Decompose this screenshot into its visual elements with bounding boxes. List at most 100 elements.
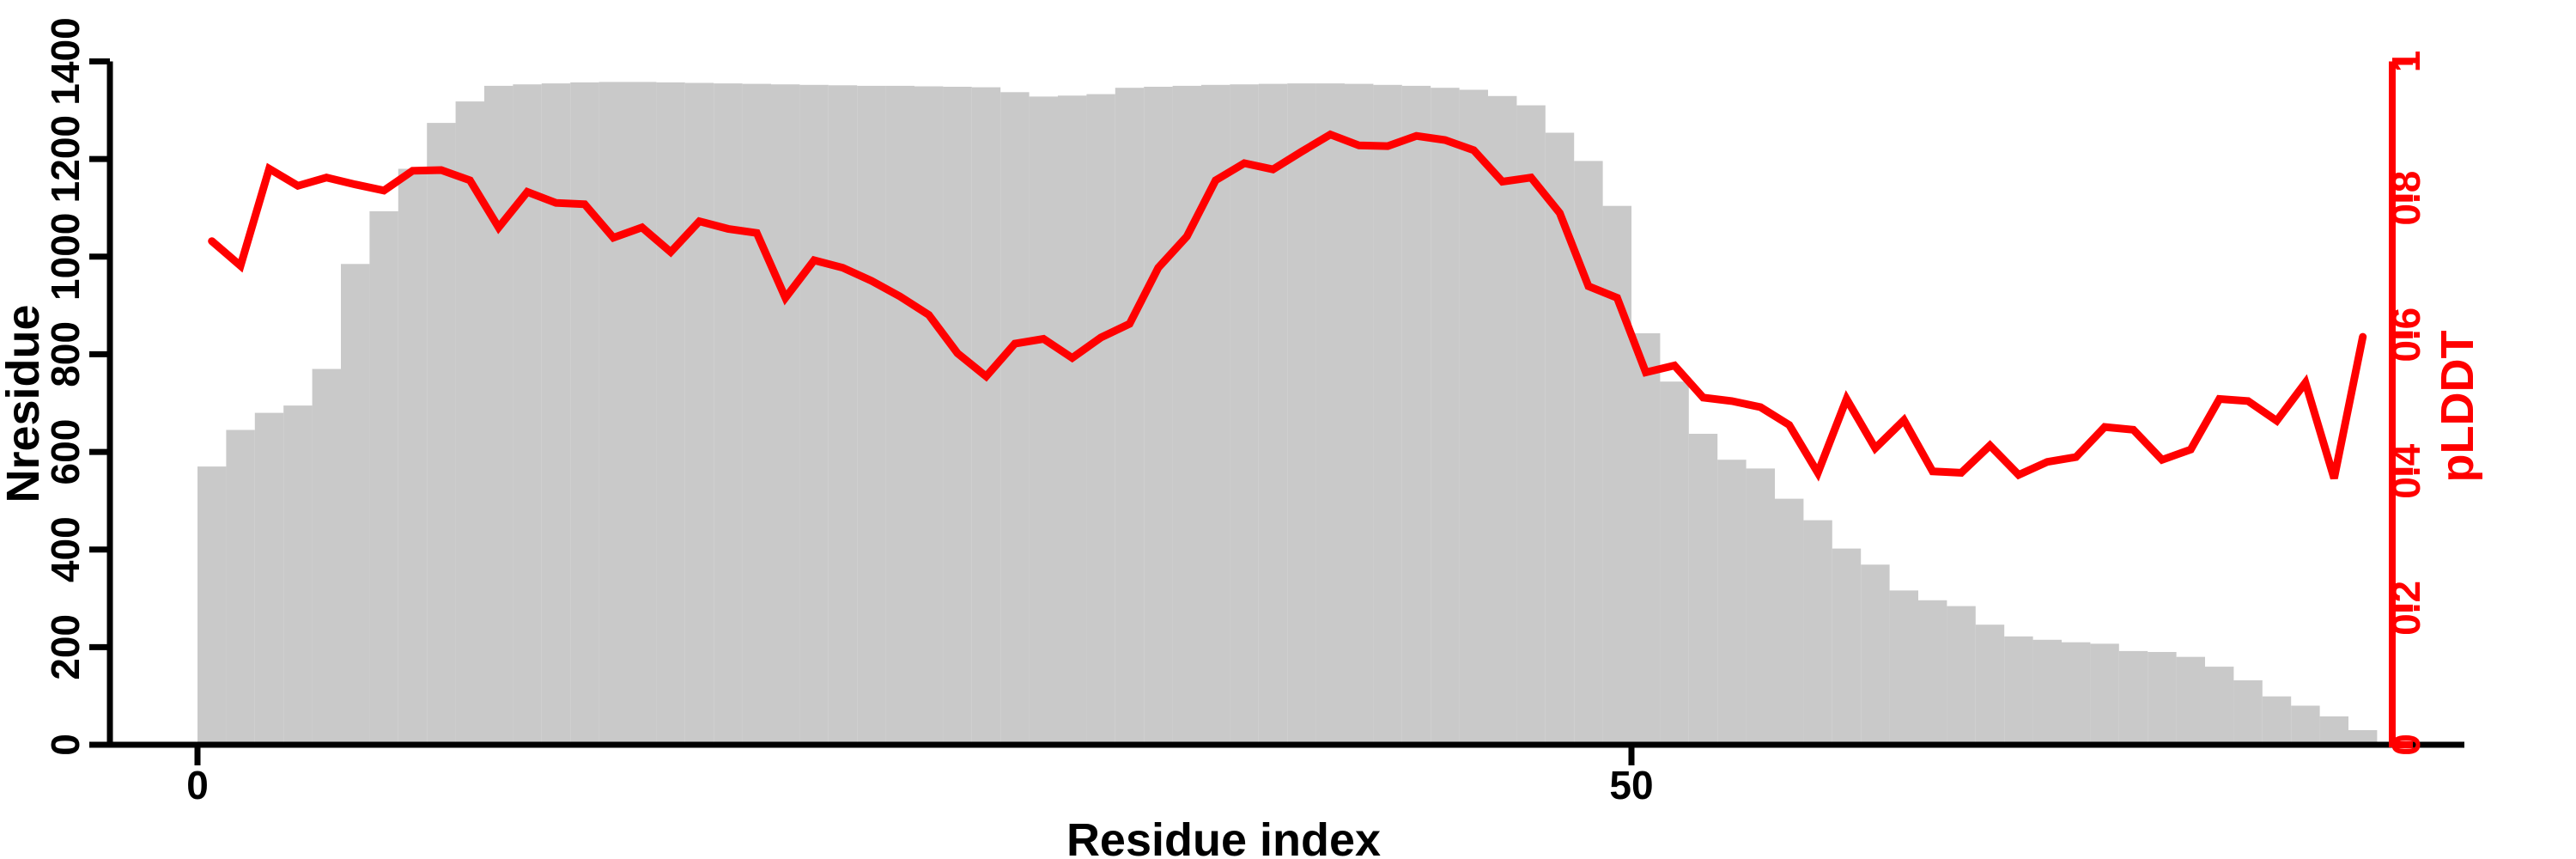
bar bbox=[2205, 667, 2234, 745]
bar bbox=[1516, 105, 1546, 746]
bar bbox=[427, 123, 456, 746]
left-tick-label: 0 bbox=[43, 734, 88, 756]
bar bbox=[1086, 94, 1115, 746]
x-axis: 0 50 bbox=[101, 741, 2464, 807]
bar bbox=[455, 101, 484, 746]
bar bbox=[857, 85, 886, 745]
bar bbox=[1574, 161, 1603, 745]
right-tick-label: 0 bbox=[2384, 734, 2428, 756]
bar bbox=[1230, 84, 1259, 745]
left-tick-label: 1200 bbox=[43, 115, 88, 203]
left-tick-label: 800 bbox=[43, 321, 88, 387]
bar bbox=[369, 210, 398, 745]
left-tick-label: 400 bbox=[43, 516, 88, 582]
bar bbox=[226, 430, 255, 745]
left-tick-label: 1000 bbox=[43, 213, 88, 301]
right-tick-label: 1 bbox=[2384, 51, 2428, 73]
x-tick-label: 50 bbox=[1609, 763, 1653, 807]
bar bbox=[2090, 643, 2119, 745]
left-tick-label: 600 bbox=[43, 419, 88, 485]
left-tick-label: 1400 bbox=[43, 17, 88, 105]
bar bbox=[2032, 639, 2062, 745]
bar bbox=[1345, 83, 1374, 746]
bar bbox=[714, 83, 743, 746]
bar bbox=[513, 84, 542, 745]
right-tick-label: 0.4 bbox=[2384, 443, 2428, 498]
bar bbox=[2176, 656, 2205, 745]
bar bbox=[197, 466, 227, 745]
x-axis-title: Residue index bbox=[1066, 814, 1381, 859]
bar bbox=[1488, 95, 1517, 746]
bar bbox=[2233, 680, 2263, 745]
bar bbox=[1000, 92, 1030, 746]
left-tick-label: 200 bbox=[43, 614, 88, 680]
bar bbox=[1803, 520, 1832, 745]
bar bbox=[1431, 88, 1460, 745]
bar bbox=[943, 87, 972, 745]
bar bbox=[1602, 205, 1631, 745]
bar bbox=[1258, 83, 1288, 746]
bar bbox=[1832, 548, 1862, 745]
bar bbox=[1172, 85, 1201, 745]
bar bbox=[2262, 696, 2292, 745]
bar bbox=[541, 83, 571, 746]
bar bbox=[1115, 88, 1145, 745]
plddt-line bbox=[208, 130, 2367, 482]
bar bbox=[1660, 381, 1689, 745]
bar bbox=[1459, 89, 1488, 745]
line-series-plddt bbox=[208, 130, 2367, 482]
bar bbox=[885, 85, 914, 745]
bar bbox=[254, 412, 284, 745]
bar bbox=[1401, 85, 1431, 745]
bar bbox=[1029, 96, 1058, 745]
bar bbox=[1144, 87, 1173, 745]
bar bbox=[341, 264, 370, 745]
bar bbox=[914, 86, 944, 745]
bar bbox=[2148, 652, 2177, 745]
right-y-axis: 0 0.2 0.4 0.6 0.8 1 bbox=[2384, 51, 2428, 756]
bar bbox=[1975, 624, 2005, 745]
bar bbox=[1947, 606, 1976, 745]
bar bbox=[1717, 460, 1747, 745]
bar bbox=[484, 85, 513, 745]
bar bbox=[2348, 730, 2378, 745]
bar bbox=[828, 85, 858, 746]
left-y-axis-title: Nresidue bbox=[0, 304, 49, 503]
x-tick-label: 0 bbox=[186, 763, 209, 807]
bar bbox=[2004, 636, 2033, 745]
bar bbox=[1688, 434, 1718, 745]
bar bbox=[1889, 590, 1918, 745]
bar bbox=[312, 369, 341, 745]
bar bbox=[598, 82, 628, 745]
bar bbox=[1545, 132, 1575, 745]
bar bbox=[1775, 498, 1804, 745]
right-tick-label: 0.8 bbox=[2384, 171, 2428, 226]
right-tick-label: 0.6 bbox=[2384, 308, 2428, 362]
bar bbox=[2118, 650, 2148, 745]
bar bbox=[2062, 642, 2091, 745]
bar bbox=[398, 168, 428, 745]
bar bbox=[628, 82, 657, 745]
bar bbox=[799, 84, 829, 746]
bar bbox=[570, 82, 599, 745]
bar bbox=[1631, 333, 1661, 745]
bar bbox=[1373, 84, 1402, 746]
bar bbox=[1861, 564, 1890, 745]
right-y-axis-title: pLDDT bbox=[2432, 331, 2483, 483]
bar bbox=[971, 87, 1001, 746]
bar bbox=[656, 82, 685, 745]
right-tick-label: 0.2 bbox=[2384, 581, 2428, 636]
bar bbox=[283, 405, 313, 745]
bar bbox=[1058, 95, 1087, 746]
bar bbox=[1287, 83, 1316, 746]
bar-series-nresidue bbox=[197, 82, 2378, 746]
bar bbox=[684, 82, 714, 745]
bar bbox=[1315, 83, 1345, 746]
bar bbox=[1746, 468, 1775, 745]
bar bbox=[2291, 705, 2320, 745]
left-y-axis: 0 200 400 600 800 1000 1200 1400 bbox=[43, 17, 113, 756]
bar bbox=[742, 83, 771, 746]
bar bbox=[1918, 600, 1947, 745]
